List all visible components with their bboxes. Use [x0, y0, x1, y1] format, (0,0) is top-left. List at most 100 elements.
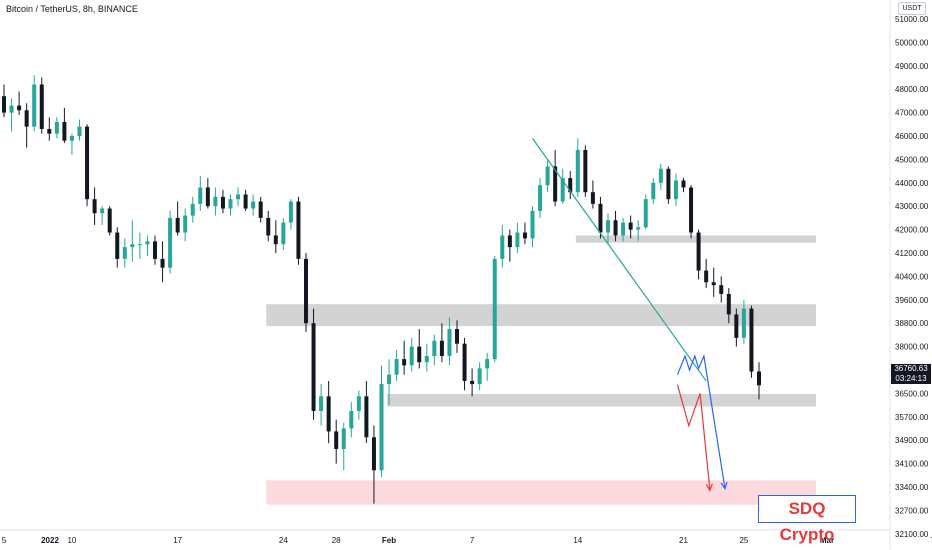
- candle-body[interactable]: [183, 215, 188, 233]
- candle-body[interactable]: [387, 374, 392, 385]
- candle-body[interactable]: [69, 136, 74, 141]
- candle-body[interactable]: [651, 182, 656, 200]
- candle-body[interactable]: [130, 244, 135, 248]
- candle-body[interactable]: [500, 235, 505, 259]
- blue-projection-path[interactable]: [676, 353, 726, 489]
- candle-body[interactable]: [258, 201, 263, 218]
- candle-body[interactable]: [628, 222, 633, 230]
- candle-body[interactable]: [749, 308, 754, 372]
- support-resistance-zone[interactable]: [575, 235, 816, 243]
- candle-body[interactable]: [190, 203, 195, 216]
- candle-body[interactable]: [47, 128, 52, 134]
- candle-body[interactable]: [522, 232, 527, 239]
- candle-body[interactable]: [17, 105, 22, 111]
- candle-body[interactable]: [704, 270, 709, 283]
- candle-body[interactable]: [621, 222, 626, 236]
- candle-body[interactable]: [696, 232, 701, 271]
- candle-body[interactable]: [54, 121, 59, 134]
- candle-body[interactable]: [643, 199, 648, 228]
- candle-body[interactable]: [251, 201, 256, 209]
- candle-body[interactable]: [417, 346, 422, 363]
- candle-body[interactable]: [364, 396, 369, 438]
- candle-body[interactable]: [575, 150, 580, 193]
- candle-body[interactable]: [281, 222, 286, 245]
- candle-body[interactable]: [198, 187, 203, 204]
- candle-body[interactable]: [334, 431, 339, 449]
- candle-body[interactable]: [470, 380, 475, 385]
- candle-body[interactable]: [213, 196, 218, 207]
- candle-body[interactable]: [613, 220, 618, 236]
- candle-body[interactable]: [39, 84, 44, 129]
- candle-body[interactable]: [288, 201, 293, 223]
- candle-body[interactable]: [243, 194, 248, 209]
- candle-body[interactable]: [371, 437, 376, 471]
- candle-body[interactable]: [455, 329, 459, 344]
- candle-body[interactable]: [560, 178, 565, 202]
- candle-body[interactable]: [538, 185, 543, 211]
- candle-body[interactable]: [658, 168, 663, 183]
- candle-body[interactable]: [402, 359, 407, 366]
- candle-body[interactable]: [424, 355, 429, 363]
- candle-body[interactable]: [447, 329, 452, 356]
- target-zone[interactable]: [266, 480, 816, 505]
- candle-body[interactable]: [205, 187, 210, 207]
- support-resistance-zone[interactable]: [387, 393, 816, 407]
- candle-body[interactable]: [24, 110, 29, 127]
- candle-body[interactable]: [681, 180, 686, 188]
- candle-body[interactable]: [122, 247, 127, 259]
- candle-body[interactable]: [485, 359, 490, 369]
- candle-body[interactable]: [757, 371, 761, 386]
- candle-body[interactable]: [349, 410, 354, 429]
- candle-body[interactable]: [9, 105, 14, 113]
- candle-body[interactable]: [515, 232, 520, 248]
- candle-body[interactable]: [304, 258, 308, 324]
- candle-body[interactable]: [145, 241, 150, 245]
- candle-body[interactable]: [583, 150, 588, 193]
- candle-body[interactable]: [175, 217, 180, 233]
- candle-body[interactable]: [137, 244, 142, 246]
- candle-body[interactable]: [296, 201, 301, 259]
- candle-body[interactable]: [598, 203, 603, 233]
- candle-body[interactable]: [77, 126, 82, 136]
- candle-body[interactable]: [394, 359, 399, 375]
- candle-body[interactable]: [236, 194, 241, 200]
- candle-body[interactable]: [568, 178, 573, 193]
- candle-body[interactable]: [153, 241, 157, 259]
- candle-body[interactable]: [341, 428, 346, 449]
- candle-body[interactable]: [379, 384, 384, 471]
- candle-body[interactable]: [741, 308, 746, 338]
- candle-body[interactable]: [228, 199, 233, 209]
- candle-body[interactable]: [62, 121, 67, 141]
- candle-body[interactable]: [590, 192, 595, 204]
- candle-body[interactable]: [432, 340, 437, 356]
- candle-body[interactable]: [273, 235, 278, 245]
- candle-body[interactable]: [266, 217, 271, 236]
- candle-body[interactable]: [507, 235, 512, 248]
- candle-body[interactable]: [689, 187, 694, 233]
- candle-body[interactable]: [636, 227, 641, 230]
- candle-body[interactable]: [2, 96, 6, 113]
- candle-body[interactable]: [719, 285, 724, 294]
- candle-body[interactable]: [107, 208, 112, 233]
- candle-body[interactable]: [462, 343, 467, 381]
- candle-body[interactable]: [477, 368, 482, 385]
- candle-body[interactable]: [311, 323, 316, 411]
- candle-body[interactable]: [409, 346, 414, 366]
- candle-body[interactable]: [85, 126, 90, 200]
- candle-body[interactable]: [530, 210, 535, 239]
- candle-body[interactable]: [92, 199, 97, 214]
- candle-body[interactable]: [356, 396, 361, 411]
- candle-body[interactable]: [666, 168, 671, 200]
- currency-badge[interactable]: USDT: [898, 2, 926, 15]
- candle-body[interactable]: [734, 314, 739, 338]
- candle-body[interactable]: [32, 84, 37, 127]
- candle-body[interactable]: [606, 220, 610, 233]
- candle-body[interactable]: [100, 208, 105, 214]
- candle-body[interactable]: [160, 258, 165, 268]
- candle-body[interactable]: [439, 340, 444, 356]
- candle-body[interactable]: [168, 217, 173, 268]
- candle-body[interactable]: [492, 258, 497, 360]
- candle-body[interactable]: [545, 166, 550, 186]
- red-projection-path[interactable]: [676, 384, 711, 491]
